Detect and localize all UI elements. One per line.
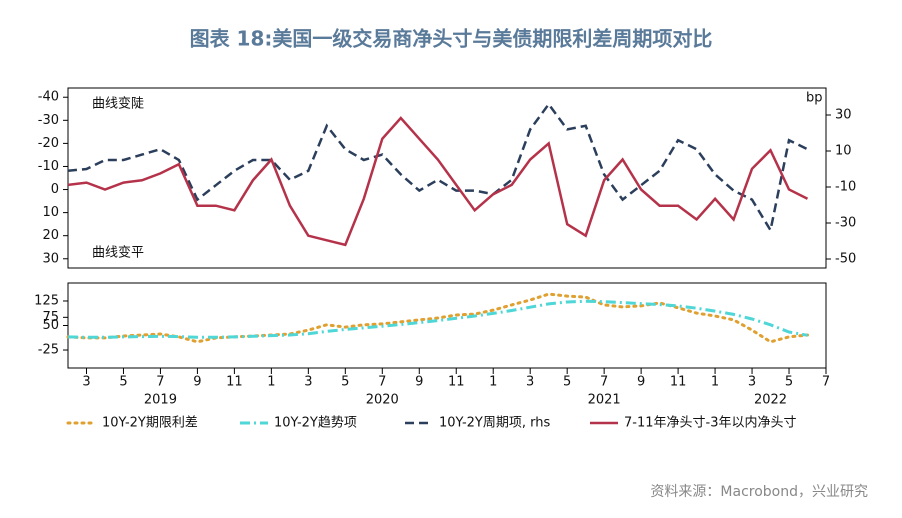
x-tick-label: 7 xyxy=(822,375,830,390)
x-tick-label: 3 xyxy=(304,375,312,390)
x-tick-label: 7 xyxy=(156,375,164,390)
year-label: 2022 xyxy=(754,393,787,408)
x-tick-label: 3 xyxy=(748,375,756,390)
series-line xyxy=(66,292,809,344)
y-tick-label: 125 xyxy=(34,293,59,308)
y2-tick-label: -30 xyxy=(835,216,856,231)
y-tick-label: 50 xyxy=(42,318,59,333)
y-tick-label: 30 xyxy=(42,251,59,266)
series-line xyxy=(67,299,808,339)
x-tick-label: 1 xyxy=(267,375,275,390)
y2-tick-label: 30 xyxy=(835,108,852,123)
x-tick-label: 5 xyxy=(563,375,571,390)
source: 资料来源：Macrobond，兴业研究 xyxy=(650,484,868,500)
y2-axis-label: bp xyxy=(806,91,823,106)
y-tick-label: -10 xyxy=(38,159,59,174)
x-tick-label: 7 xyxy=(600,375,608,390)
y-tick-label: 10 xyxy=(42,205,59,220)
year-label: 2020 xyxy=(366,393,399,408)
annotation: 曲线变平 xyxy=(92,245,144,261)
x-tick-label: 7 xyxy=(378,375,386,390)
lower-frame xyxy=(67,282,827,369)
x-tick-label: 3 xyxy=(82,375,90,390)
x-tick-label: 11 xyxy=(448,375,465,390)
legend-label: 10Y-2Y趋势项 xyxy=(274,415,357,431)
x-tick-label: 11 xyxy=(226,375,243,390)
y-tick-label: -30 xyxy=(38,113,59,128)
y2-tick-label: -50 xyxy=(835,252,856,267)
annotation: 曲线变陡 xyxy=(92,96,144,112)
x-tick-label: 9 xyxy=(193,375,201,390)
y-tick-label: 75 xyxy=(42,310,59,325)
series-line xyxy=(67,116,809,247)
year-label: 2021 xyxy=(588,393,621,408)
y2-tick-label: 10 xyxy=(835,144,852,159)
legend-label: 10Y-2Y周期项, rhs xyxy=(439,416,550,431)
y-tick-label: 0 xyxy=(51,182,59,197)
x-tick-label: 1 xyxy=(489,375,497,390)
x-tick-label: 1 xyxy=(711,375,719,390)
upper-frame xyxy=(67,87,827,269)
x-tick-label: 9 xyxy=(637,375,645,390)
chart-title: 图表 18:美国一级交易商净头寸与美债期限利差周期项对比 xyxy=(190,27,713,51)
x-tick-label: 9 xyxy=(415,375,423,390)
y-tick-label: -40 xyxy=(38,90,59,105)
series-line xyxy=(67,102,809,234)
year-label: 2019 xyxy=(144,393,177,408)
y-tick-label: 20 xyxy=(42,228,59,243)
y-tick-label: -20 xyxy=(38,136,59,151)
legend-label: 7-11年净头寸-3年以内净头寸 xyxy=(624,415,796,431)
x-tick-label: 11 xyxy=(670,375,687,390)
x-tick-label: 3 xyxy=(526,375,534,390)
legend-label: 10Y-2Y期限利差 xyxy=(102,416,198,431)
x-tick-label: 5 xyxy=(785,375,793,390)
y2-tick-label: -10 xyxy=(835,180,856,195)
x-tick-label: 5 xyxy=(119,375,127,390)
x-tick-label: 5 xyxy=(341,375,349,390)
y-tick-label: -25 xyxy=(38,343,59,358)
